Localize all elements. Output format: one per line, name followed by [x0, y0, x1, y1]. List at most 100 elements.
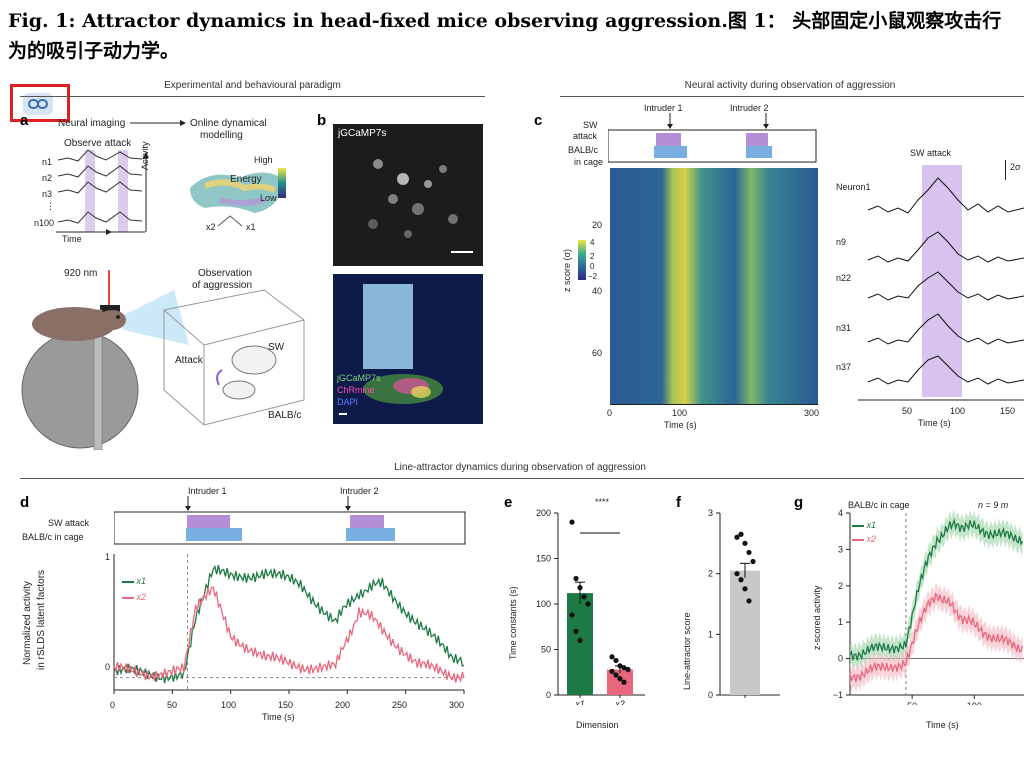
neural-imaging-label: Neural imaging	[58, 118, 126, 129]
heatmap-x-axis	[610, 404, 818, 405]
x1-axis-label: x1	[246, 222, 256, 232]
trace-label: n31	[836, 323, 852, 333]
panel-label-d: d	[20, 494, 30, 511]
panel-a-traces	[56, 120, 286, 235]
heatmap-x-tick: 300	[804, 408, 820, 418]
legend-jgcamp7s: jGCaMP7s	[337, 373, 381, 383]
chart-e-point	[621, 679, 627, 685]
chart-e-point	[613, 657, 619, 664]
balb-row-label: BALB/c	[568, 145, 599, 155]
chart-e-point	[585, 601, 591, 607]
chart-e-point	[609, 668, 615, 674]
g-y-tick-label: −1	[833, 690, 843, 700]
g-series-x1	[849, 518, 1024, 661]
trace-label: n22	[836, 273, 852, 283]
d-x-tick: 50	[167, 700, 178, 710]
colorbar-tick: −2	[588, 272, 598, 281]
microscopy-image-bottom	[333, 274, 483, 424]
link-icon[interactable]	[23, 93, 53, 115]
e-xlabel: Dimension	[576, 720, 619, 730]
sw-label: SW	[268, 342, 285, 353]
d-xlabel: Time (s)	[262, 712, 295, 722]
e-ylabel: Time constants (s)	[508, 586, 518, 660]
energy-label: Energy	[230, 174, 262, 185]
chart-f-point	[738, 577, 744, 583]
chart-e-category-label: x2	[614, 699, 625, 705]
attack-row-label: attack	[573, 131, 598, 141]
energy-high-label: High	[254, 155, 273, 165]
trace-x-tick: 50	[902, 406, 913, 416]
f-ylabel: Line-attractor score	[682, 612, 692, 690]
chart-e-point	[573, 575, 579, 582]
heatmap-y-tick: 40	[592, 286, 603, 296]
panel-d-line-chart	[113, 554, 465, 694]
chart-e-point	[569, 519, 575, 525]
online-modelling-label-2: modelling	[200, 130, 243, 141]
intruder1-label: Intruder 1	[188, 486, 227, 496]
chart-e-point	[577, 637, 583, 643]
significance-stars: ****	[595, 497, 610, 507]
chart-e-point	[609, 654, 615, 660]
g-n-label: n = 9 m	[978, 500, 1009, 510]
chart-f-y-tick-label: 1	[708, 629, 713, 639]
chart-f-point	[738, 531, 744, 537]
mouse-rig-illustration	[21, 270, 305, 450]
chart-f-point	[734, 534, 740, 540]
panel-label-g: g	[794, 494, 804, 511]
balbc-label: BALB/c	[268, 410, 302, 421]
scale-bar-label: 2σ	[1010, 162, 1021, 172]
colorbar-tick: 2	[590, 252, 595, 261]
panel-label-b: b	[317, 112, 327, 129]
d-series-x1	[113, 564, 465, 684]
panel-f-bar-chart: 0 1 2 3	[708, 508, 780, 700]
chart-e-y-tick-label: 50	[541, 645, 551, 655]
trace-label: n37	[836, 362, 852, 372]
section-rule	[20, 478, 1024, 479]
d-x-tick: 0	[110, 700, 116, 710]
chart-e-point	[613, 672, 619, 678]
online-modelling-label: Online dynamical	[190, 118, 267, 129]
neuron-label: n1	[42, 157, 53, 167]
chart-e-category-label: x1	[574, 699, 585, 705]
d-x-tick: 150	[278, 700, 294, 710]
heatmap-y-tick: 60	[592, 348, 603, 358]
trace-x-tick: 150	[1000, 406, 1016, 416]
g-title: BALB/c in cage	[848, 500, 910, 510]
neuron-label: n100	[34, 218, 55, 228]
legend-chrmine: ChRmine	[337, 385, 375, 395]
chart-e-point	[581, 594, 587, 600]
observe-attack-label: Observe attack	[64, 138, 132, 149]
chart-e-point	[617, 676, 623, 682]
panel-d-ylabel-2: in rSLDS latent factors	[36, 569, 47, 670]
trace-x-tick: 100	[950, 406, 966, 416]
activity-label: Activity	[140, 141, 150, 170]
in-cage-row-label: in cage	[574, 157, 604, 167]
panel-label-e: e	[504, 494, 513, 511]
d-x-tick: 200	[335, 700, 351, 710]
link-badge[interactable]	[10, 84, 70, 122]
chart-e-point	[573, 628, 579, 634]
chart-f-point	[750, 558, 756, 565]
observation-label-2: of aggression	[192, 280, 253, 291]
chart-f-y-tick-label: 2	[708, 569, 713, 579]
panel-g-line-chart: −1 0 1 2 3 4 50 100	[833, 508, 1024, 705]
sw-attack-row-label: SW attack	[48, 518, 90, 528]
chart-f-point	[746, 549, 752, 556]
g-y-tick-label: 1	[838, 617, 843, 627]
chart-f-point	[734, 571, 740, 577]
g-xlabel: Time (s)	[926, 720, 959, 730]
chart-e-bar	[567, 593, 593, 695]
chart-e-y-tick-label: 0	[546, 690, 551, 700]
g-y-tick-label: 0	[838, 654, 843, 664]
colorbar-label: z score (σ)	[562, 248, 572, 292]
legend-dapi: DAPI	[337, 397, 359, 407]
neuron-label: n2	[42, 173, 53, 183]
trace-xlabel: Time (s)	[918, 418, 951, 428]
neuron-label: ⋮	[46, 201, 55, 211]
g-x-tick-label: 50	[907, 701, 917, 705]
time-label: Time	[62, 234, 82, 244]
trace-label: n9	[836, 237, 847, 247]
panel-d-ylabel: Normalized activity	[22, 581, 33, 665]
jgcamp7s-label: jGCaMP7s	[338, 128, 387, 139]
d-x-tick: 300	[449, 700, 465, 710]
